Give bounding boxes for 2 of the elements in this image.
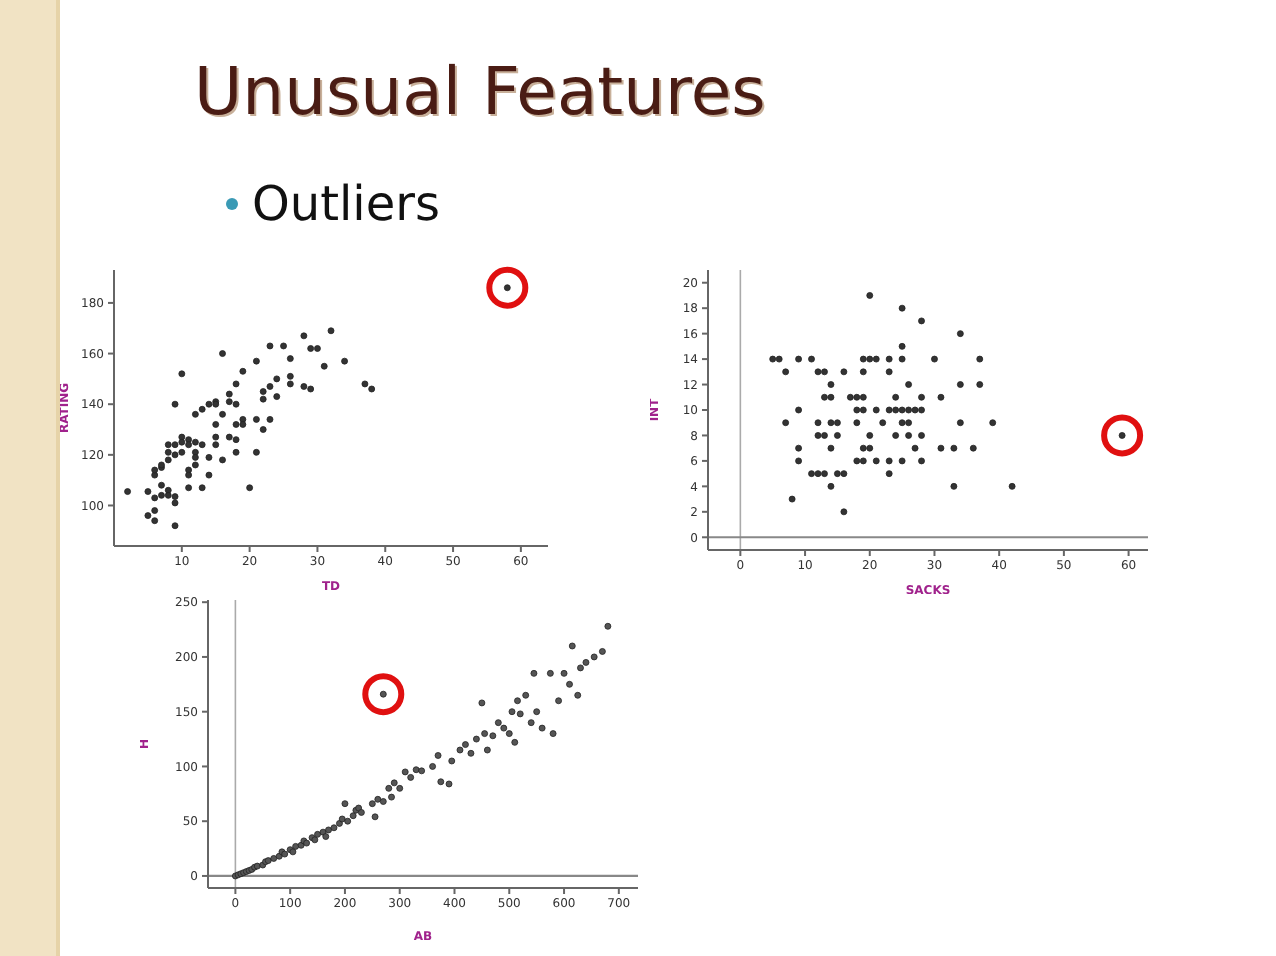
chart-subtitle: Outliers [252,176,440,232]
chart-title: Unusual Features [194,52,766,130]
